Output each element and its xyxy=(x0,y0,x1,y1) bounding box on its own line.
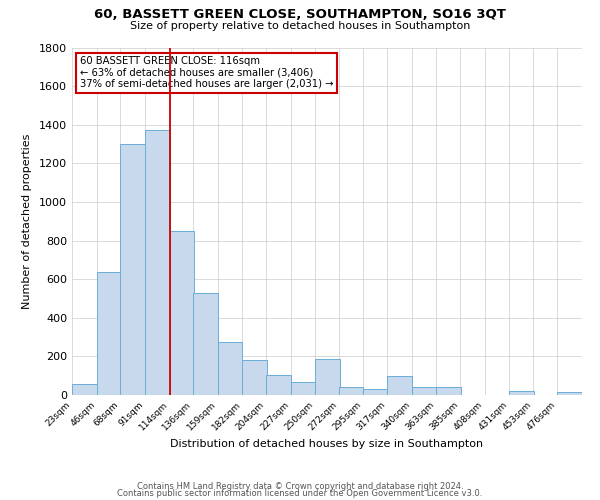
X-axis label: Distribution of detached houses by size in Southampton: Distribution of detached houses by size … xyxy=(170,439,484,449)
Bar xyxy=(557,392,582,395)
Text: 60, BASSETT GREEN CLOSE, SOUTHAMPTON, SO16 3QT: 60, BASSETT GREEN CLOSE, SOUTHAMPTON, SO… xyxy=(94,8,506,20)
Bar xyxy=(170,231,194,395)
Text: Contains public sector information licensed under the Open Government Licence v3: Contains public sector information licen… xyxy=(118,490,482,498)
Text: 60 BASSETT GREEN CLOSE: 116sqm
← 63% of detached houses are smaller (3,406)
37% : 60 BASSETT GREEN CLOSE: 116sqm ← 63% of … xyxy=(80,56,333,90)
Y-axis label: Number of detached properties: Number of detached properties xyxy=(22,134,32,309)
Bar xyxy=(387,376,412,395)
Bar xyxy=(364,389,388,395)
Bar xyxy=(412,387,436,395)
Bar xyxy=(339,388,364,395)
Bar xyxy=(97,272,121,395)
Text: Size of property relative to detached houses in Southampton: Size of property relative to detached ho… xyxy=(130,21,470,31)
Bar xyxy=(72,384,97,395)
Bar xyxy=(145,130,170,395)
Text: Contains HM Land Registry data © Crown copyright and database right 2024.: Contains HM Land Registry data © Crown c… xyxy=(137,482,463,491)
Bar xyxy=(120,144,145,395)
Bar xyxy=(266,374,290,395)
Bar xyxy=(193,292,218,395)
Bar xyxy=(290,382,315,395)
Bar xyxy=(509,391,534,395)
Bar xyxy=(242,360,267,395)
Bar xyxy=(218,342,242,395)
Bar xyxy=(436,387,461,395)
Bar xyxy=(315,360,340,395)
